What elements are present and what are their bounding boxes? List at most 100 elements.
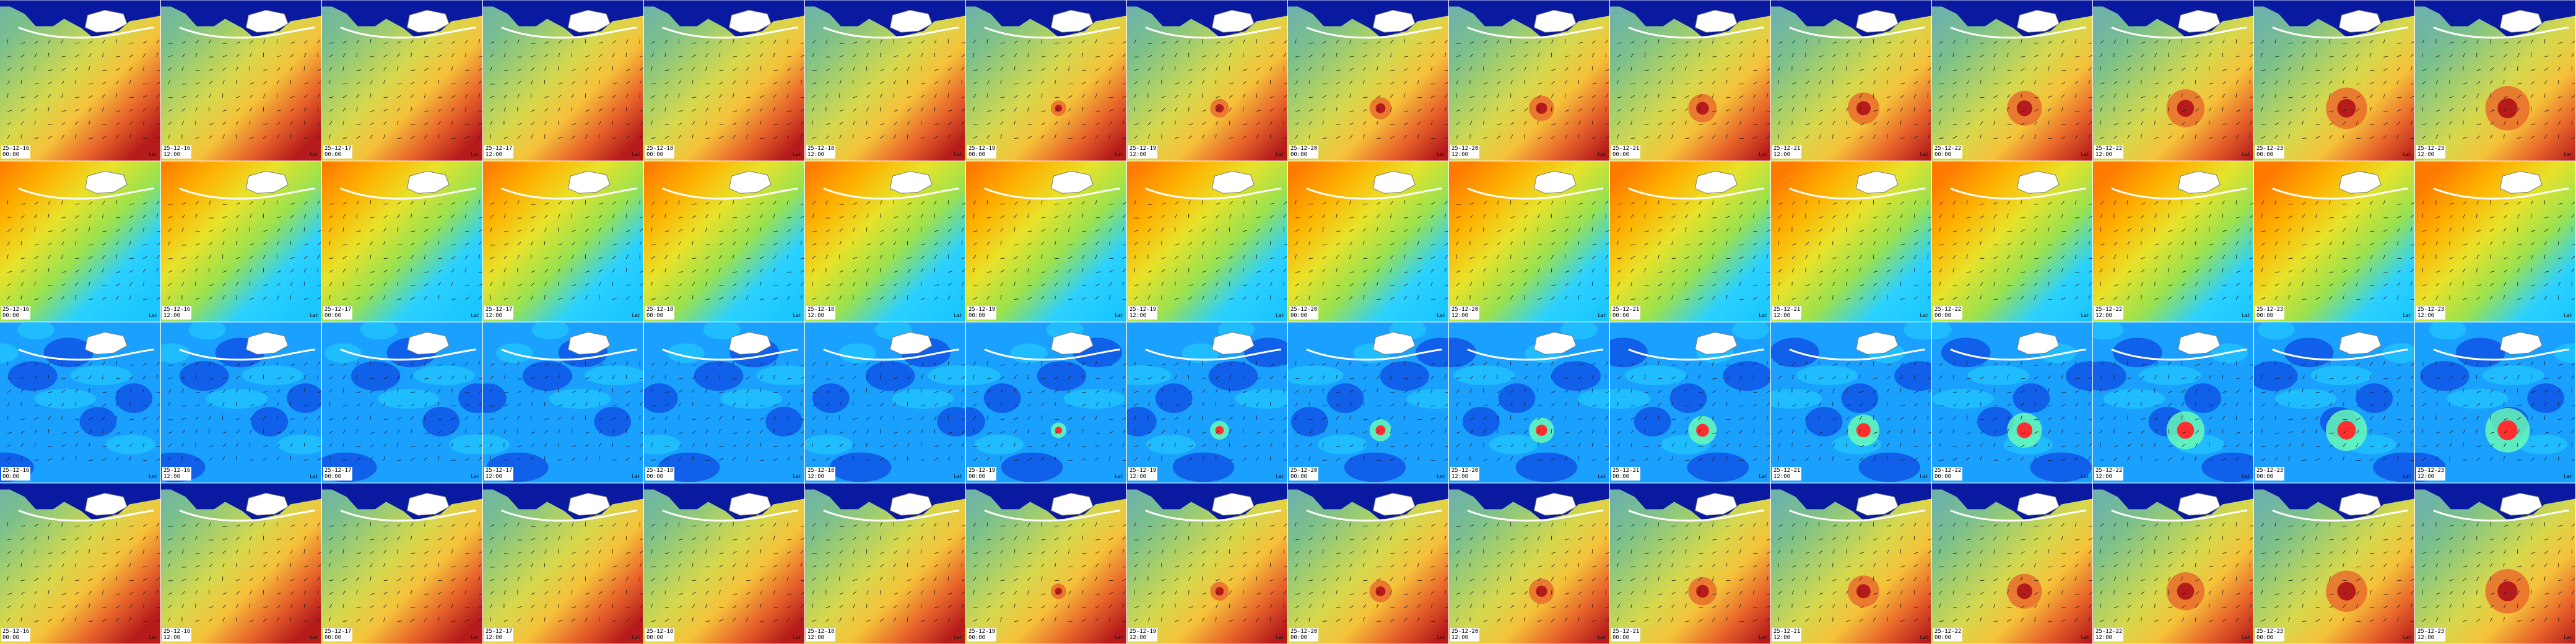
forecast-panel[interactable]: 25-12-21 12:00 Lat: [1771, 0, 1932, 161]
forecast-panel[interactable]: 25-12-18 00:00 Lat: [644, 322, 805, 483]
wind-barb: [1617, 295, 1619, 300]
wind-barb: [1456, 282, 1460, 287]
island-landmass: [1533, 331, 1577, 355]
wind-barb: [478, 68, 482, 71]
forecast-panel[interactable]: 25-12-22 00:00 Lat: [1932, 161, 2093, 322]
wind-barb: [370, 415, 372, 420]
wind-barb: [1469, 269, 1474, 273]
wind-barb: [1605, 242, 1609, 246]
wind-barb: [921, 40, 925, 44]
forecast-panel[interactable]: 25-12-22 00:00 Lat: [1932, 322, 2093, 483]
wind-barb: [1147, 295, 1151, 300]
wind-speed-blob: [277, 434, 321, 455]
forecast-panel[interactable]: 25-12-19 12:00 Lat: [1127, 161, 1288, 322]
wind-barb: [451, 269, 455, 273]
forecast-panel[interactable]: 25-12-16 00:00 Lat: [0, 0, 161, 161]
wind-speed-blob: [360, 322, 398, 340]
forecast-panel[interactable]: 25-12-19 12:00 Lat: [1127, 0, 1288, 161]
wind-speed-blob: [1932, 389, 1994, 409]
wind-barb: [1900, 227, 1902, 232]
forecast-panel[interactable]: 25-12-20 00:00 Lat: [1288, 322, 1449, 483]
wind-barb: [1832, 227, 1835, 232]
forecast-panel[interactable]: 25-12-21 00:00 Lat: [1610, 161, 1771, 322]
wind-barb: [544, 257, 549, 259]
wind-barb: [1887, 363, 1891, 366]
forecast-panel[interactable]: 25-12-21 12:00 Lat: [1771, 322, 1932, 483]
forecast-panel[interactable]: 25-12-17 12:00 Lat: [483, 161, 644, 322]
forecast-panel[interactable]: 25-12-16 12:00 Lat: [161, 0, 322, 161]
wind-barb: [2435, 295, 2439, 300]
wind-barb: [1202, 67, 1206, 71]
forecast-panel[interactable]: 25-12-23 00:00 Lat: [2254, 0, 2415, 161]
forecast-panel[interactable]: 25-12-20 00:00 Lat: [1288, 0, 1449, 161]
forecast-panel[interactable]: 25-12-22 12:00 Lat: [2093, 322, 2254, 483]
wind-barb: [1699, 69, 1704, 71]
wind-barb: [61, 402, 64, 407]
forecast-panel[interactable]: 25-12-19 00:00 Lat: [966, 0, 1127, 161]
forecast-panel[interactable]: 25-12-18 00:00 Lat: [644, 0, 805, 161]
wind-barb: [920, 375, 923, 380]
forecast-panel[interactable]: 25-12-17 12:00 Lat: [483, 0, 644, 161]
wind-barb: [2396, 241, 2399, 246]
forecast-panel[interactable]: 25-12-17 00:00 Lat: [322, 322, 483, 483]
wind-speed-blob: [1796, 365, 1858, 386]
forecast-panel[interactable]: 25-12-22 00:00 Lat: [1932, 0, 2093, 161]
wind-barb: [102, 429, 104, 433]
wind-barb: [1390, 416, 1393, 420]
forecast-panel[interactable]: 25-12-21 00:00 Lat: [1610, 322, 1771, 483]
forecast-panel[interactable]: 25-12-16 00:00 Lat: [0, 322, 161, 483]
wind-barb: [572, 361, 574, 366]
timestamp-label: 25-12-16 12:00: [162, 145, 192, 159]
forecast-panel[interactable]: 25-12-17 00:00 Lat: [322, 0, 483, 161]
wind-barb: [397, 442, 399, 447]
forecast-panel[interactable]: 25-12-20 12:00 Lat: [1449, 0, 1610, 161]
forecast-map: [1127, 0, 1287, 161]
timestamp-label: 25-12-19 00:00: [967, 467, 997, 481]
forecast-panel[interactable]: 25-12-18 12:00 Lat: [805, 322, 966, 483]
forecast-panel[interactable]: 25-12-22 12:00 Lat: [2093, 161, 2254, 322]
forecast-panel[interactable]: 25-12-16 12:00 Lat: [161, 161, 322, 322]
forecast-panel[interactable]: 25-12-20 12:00 Lat: [1449, 322, 1610, 483]
forecast-panel[interactable]: 25-12-19 12:00 Lat: [1127, 322, 1288, 483]
wind-barb: [1551, 445, 1556, 448]
forecast-panel[interactable]: 25-12-17 12:00 Lat: [483, 322, 644, 483]
wind-barb: [558, 404, 563, 407]
forecast-panel[interactable]: 25-12-21 00:00 Lat: [1610, 0, 1771, 161]
wind-barb: [719, 429, 721, 433]
wind-barb: [222, 134, 225, 139]
wind-barb: [1538, 40, 1541, 44]
forecast-panel[interactable]: 25-12-18 12:00 Lat: [805, 0, 966, 161]
forecast-panel[interactable]: 25-12-16 12:00 Lat: [161, 322, 322, 483]
forecast-panel[interactable]: 25-12-20 12:00 Lat: [1449, 161, 1610, 322]
wind-barb: [181, 282, 184, 286]
wind-barb: [786, 416, 789, 420]
forecast-panel[interactable]: 25-12-19 00:00 Lat: [966, 322, 1127, 483]
wind-barb: [2182, 80, 2184, 85]
forecast-panel[interactable]: 25-12-17 00:00 Lat: [322, 161, 483, 322]
wind-barb: [1175, 429, 1178, 433]
wind-barb: [1456, 80, 1459, 85]
wind-barb: [2007, 230, 2012, 232]
wind-barb: [2168, 242, 2172, 246]
forecast-panel[interactable]: 25-12-22 12:00 Lat: [2093, 0, 2254, 161]
wind-barb: [2007, 429, 2009, 433]
wind-barb: [156, 446, 160, 448]
forecast-panel[interactable]: 25-12-21 12:00 Lat: [1771, 161, 1932, 322]
wind-barb: [1027, 297, 1032, 300]
timestamp-label: 25-12-19 12:00: [1128, 145, 1158, 159]
wind-barb: [986, 56, 991, 58]
forecast-panel[interactable]: 25-12-23 12:00 Lat: [2415, 0, 2576, 161]
wind-barb: [2034, 402, 2036, 407]
forecast-panel[interactable]: 25-12-23 00:00 Lat: [2254, 161, 2415, 322]
forecast-panel[interactable]: 25-12-20 00:00 Lat: [1288, 161, 1449, 322]
wind-barb: [625, 268, 627, 272]
wind-barb: [1243, 230, 1247, 232]
wind-barb: [102, 53, 104, 58]
forecast-panel[interactable]: 25-12-18 00:00 Lat: [644, 161, 805, 322]
forecast-panel[interactable]: 25-12-18 12:00 Lat: [805, 161, 966, 322]
wind-barb: [1766, 284, 1770, 287]
forecast-panel[interactable]: 25-12-16 00:00 Lat: [0, 161, 161, 322]
forecast-panel[interactable]: 25-12-19 00:00 Lat: [966, 161, 1127, 322]
forecast-panel[interactable]: 25-12-23 12:00 Lat: [2415, 161, 2576, 322]
wind-barb: [2235, 80, 2239, 85]
